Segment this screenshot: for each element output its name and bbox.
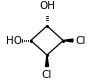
Text: Cl: Cl [75,35,85,46]
Polygon shape [45,55,49,66]
Text: OH: OH [39,1,55,12]
Text: Cl: Cl [42,69,52,80]
Text: HO: HO [6,35,22,46]
Polygon shape [63,39,73,42]
